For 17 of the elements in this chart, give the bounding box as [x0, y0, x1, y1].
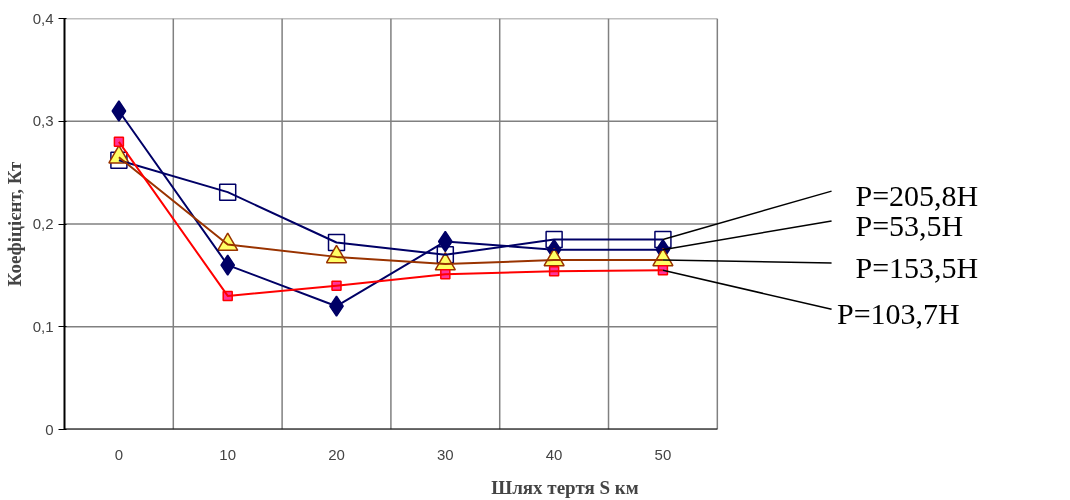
text: P=153,5H: [855, 250, 979, 284]
y-tick-label: 0: [45, 420, 54, 438]
y-axis-title: Коефіцієнт, Кт: [3, 160, 25, 287]
x-tick-label: 30: [436, 445, 454, 463]
x-tick-label: 0: [114, 445, 124, 463]
point: [111, 100, 127, 122]
y-tick-label: 0,2: [32, 215, 54, 232]
y-tick-label: 0,4: [32, 9, 54, 27]
x-axis-title: Шлях тертя S км: [491, 476, 639, 498]
text: P=205,8H: [855, 178, 979, 212]
x-tick-label: 40: [545, 445, 563, 463]
x-tick-label: 20: [328, 445, 345, 463]
text: P=103,7H: [837, 296, 960, 330]
x-tick-label: 50: [654, 445, 672, 463]
y-tick-label: 0,1: [32, 317, 54, 335]
y-tick-label: 0,3: [32, 112, 54, 130]
x-tick-label: 10: [219, 445, 237, 463]
